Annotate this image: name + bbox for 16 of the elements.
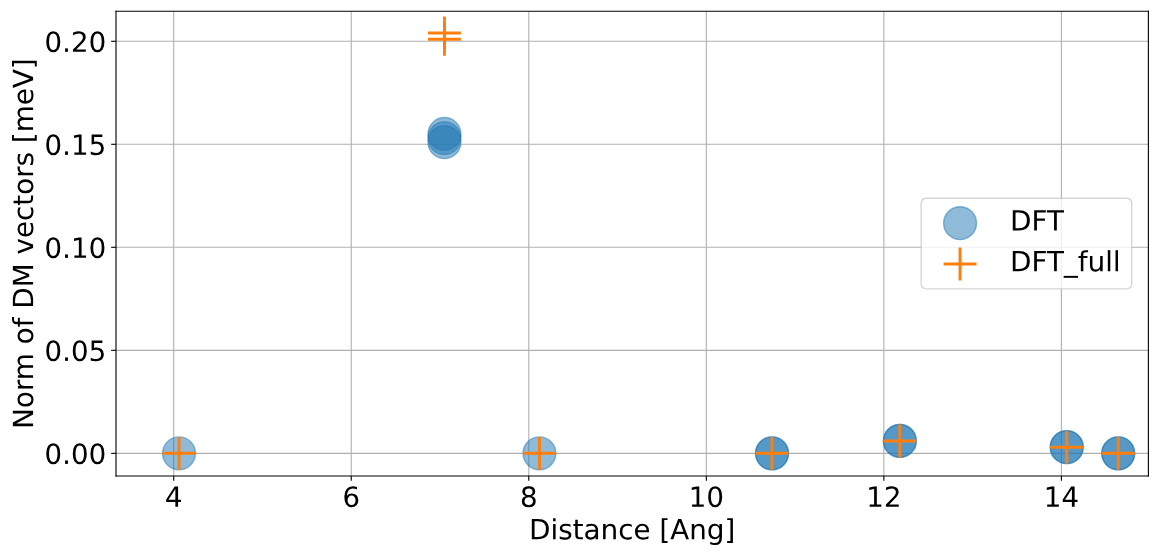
y-tick-label: 0.00 (46, 443, 105, 465)
legend-label: DFT_full (1012, 250, 1119, 278)
y-tick-label: 0.05 (46, 340, 104, 362)
x-tick-label: 10 (691, 486, 723, 508)
x-tick-label: 6 (344, 486, 359, 508)
x-tick-label: 14 (1046, 486, 1078, 507)
x-tick-label: 8 (521, 486, 536, 508)
x-tick-label: 12 (869, 486, 899, 507)
y-tick-label: 0.10 (46, 237, 105, 259)
x-tick-label: 4 (166, 486, 181, 507)
y-tick-label: 0.20 (46, 31, 105, 53)
legend-label: DFT (1012, 210, 1064, 231)
y-tick-label: 0.15 (46, 134, 104, 156)
point (428, 22, 461, 56)
y-axis-title: Norm of DM vectors [meV] (11, 60, 37, 427)
x-axis-title: Distance [Ang] (531, 518, 733, 546)
